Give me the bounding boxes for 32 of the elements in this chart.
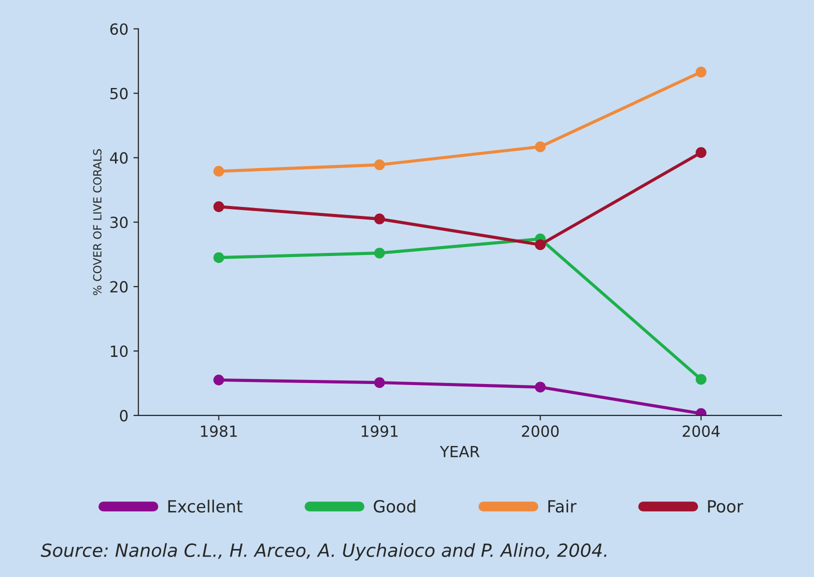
point [374, 248, 385, 258]
y-tick-label: 0 [120, 410, 128, 422]
point [213, 201, 224, 212]
point [534, 382, 546, 392]
point [534, 141, 546, 152]
point [213, 166, 224, 177]
point [374, 214, 385, 224]
x-tick-label: 2000 [522, 425, 559, 437]
y-tick-label: 40 [110, 152, 128, 164]
x-tick-label: 1981 [201, 425, 237, 437]
legend-label: Fair [548, 500, 576, 513]
point [213, 252, 224, 263]
point [213, 374, 224, 386]
y-tick-label: 30 [110, 216, 128, 228]
y-tick-label: 10 [110, 345, 128, 358]
x-tick-label: 1991 [362, 425, 398, 437]
y-tick-label: 50 [110, 88, 128, 100]
x-axis-title: YEAR [440, 446, 480, 458]
legend-label: Excellent [168, 500, 242, 513]
y-tick-label: 20 [110, 281, 128, 293]
point [696, 147, 706, 158]
x-tick-label: 2004 [682, 425, 720, 437]
legend-label: Poor [708, 500, 744, 513]
point [374, 159, 385, 170]
y-tick-label: 60 [110, 23, 128, 35]
point [696, 66, 706, 78]
legend-label: Good [374, 500, 416, 513]
source-note: Source: Nanola C.L., H. Arceo, A. Uychaioco and P. Alino, 2004. [40, 543, 606, 561]
point [374, 377, 385, 388]
y-axis-title: % COVER OF LIVE CORALS [93, 149, 102, 296]
point [534, 239, 546, 250]
point [696, 374, 706, 385]
